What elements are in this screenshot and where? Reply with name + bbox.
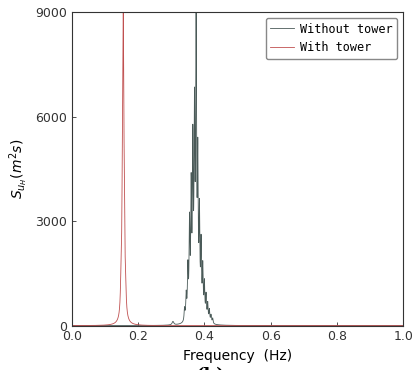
Without tower: [379, 323, 384, 328]
Without tower: [270, 323, 275, 328]
With tower: [401, 323, 406, 328]
With tower: [69, 323, 74, 328]
With tower: [282, 323, 287, 328]
Without tower: [152, 323, 157, 328]
With tower: [270, 323, 275, 328]
With tower: [226, 323, 231, 328]
Y-axis label: $S_{u_H}(m^2s)$: $S_{u_H}(m^2s)$: [7, 139, 30, 199]
With tower: [307, 323, 312, 328]
Line: With tower: With tower: [72, 8, 403, 326]
Legend: Without tower, With tower: Without tower, With tower: [265, 18, 397, 59]
Line: Without tower: Without tower: [72, 0, 403, 326]
With tower: [152, 323, 157, 328]
Without tower: [69, 323, 74, 328]
With tower: [121, 6, 126, 10]
Text: (b): (b): [195, 367, 225, 370]
Without tower: [401, 323, 406, 328]
Without tower: [226, 323, 231, 327]
Without tower: [282, 323, 287, 328]
With tower: [379, 323, 384, 328]
X-axis label: Frequency  (Hz): Frequency (Hz): [183, 349, 292, 363]
Without tower: [307, 323, 312, 328]
